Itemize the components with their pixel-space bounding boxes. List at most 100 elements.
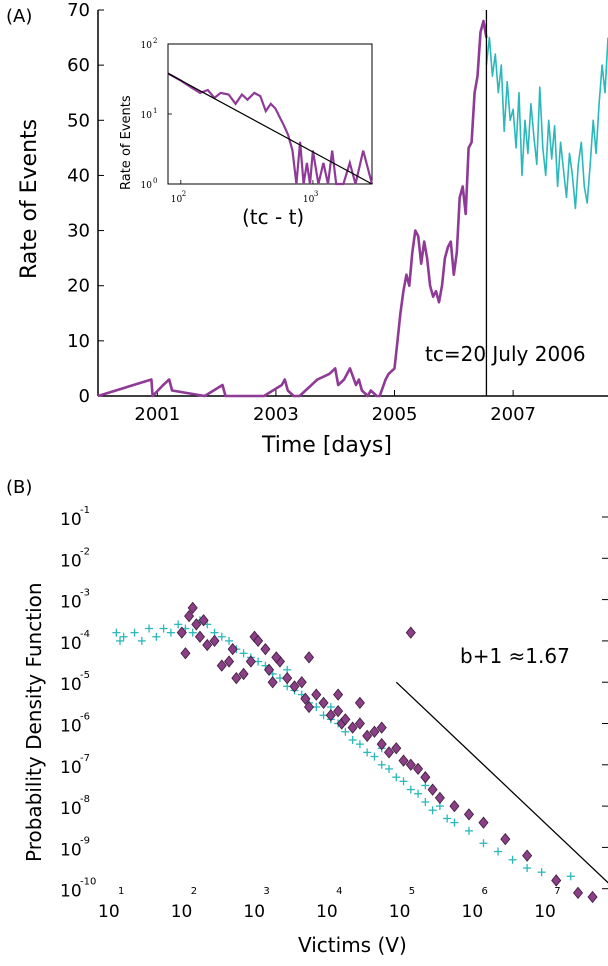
- y-tick-exp: -3: [80, 588, 90, 599]
- y-tick-base: 10: [60, 758, 82, 778]
- cyan-plus-point: [414, 789, 423, 798]
- purple-diamond-point: [333, 688, 344, 701]
- cyan-plus-point: [137, 636, 146, 645]
- cyan-plus-point: [508, 855, 517, 864]
- purple-diamond-point: [413, 762, 424, 776]
- panel-b-label: (B): [6, 477, 32, 498]
- inset-y-tick-base: 10: [141, 111, 153, 121]
- y-tick-exp: -9: [80, 835, 90, 846]
- cyan-plus-point: [188, 628, 197, 637]
- purple-diamond-point: [191, 618, 202, 631]
- cyan-plus-point: [348, 736, 357, 745]
- purple-diamond-point: [449, 799, 460, 813]
- y-tick-exp: -5: [80, 670, 90, 681]
- y-tick-base: 10: [60, 840, 82, 860]
- x-tick-label: 2007: [490, 404, 536, 425]
- purple-diamond-point: [209, 634, 220, 648]
- purple-diamond-point: [587, 890, 598, 904]
- x-tick-base: 10: [462, 902, 484, 922]
- inset-y-title: Rate of Events: [119, 95, 134, 190]
- purple-diamond-point: [231, 671, 242, 685]
- purple-diamond-point: [434, 791, 445, 804]
- cyan-plus-point: [392, 773, 401, 782]
- purple-diamond-point: [478, 816, 489, 829]
- purple-diamond-point: [333, 704, 344, 718]
- cyan-plus-point: [377, 760, 386, 769]
- cyan-plus-point: [421, 797, 430, 806]
- x-tick-base: 10: [534, 902, 556, 922]
- purple-diamond-point: [304, 651, 315, 664]
- y-tick-base: 10: [60, 634, 82, 654]
- purple-diamond-point: [325, 709, 336, 722]
- purple-diamond-point: [224, 655, 235, 668]
- cyan-plus-point: [355, 740, 364, 749]
- purple-diamond-point: [184, 609, 195, 623]
- y-tick-base: 10: [60, 717, 82, 737]
- cyan-plus-point: [166, 628, 175, 637]
- y-tick-exp: -6: [80, 712, 90, 723]
- purple-diamond-point: [383, 746, 395, 759]
- cyan-plus-point: [152, 632, 161, 641]
- purple-diamond-point: [267, 676, 278, 689]
- inset-x-tick-base: 10: [303, 195, 315, 205]
- purple-diamond-point: [187, 601, 198, 614]
- panel-a-label: (A): [6, 6, 32, 27]
- purple-diamond-point: [347, 721, 358, 734]
- cyan-plus-point: [523, 864, 532, 873]
- x-tick-label: 2003: [253, 404, 299, 425]
- purple-diamond-point: [354, 717, 365, 730]
- purple-diamond-point: [296, 676, 307, 689]
- purple-diamond-point: [391, 742, 402, 755]
- cyan-plus-point: [537, 868, 546, 877]
- inset-x-tick-base: 10: [171, 195, 183, 205]
- x-tick-base: 10: [316, 902, 338, 922]
- inset-y-tick-exp: 2: [153, 37, 157, 45]
- panel-a-series: [97, 19, 608, 398]
- inset-y-tick-exp: 1: [153, 107, 157, 115]
- power-law-fit-line: [395, 681, 608, 884]
- y-tick-label: 20: [67, 276, 90, 297]
- x-tick-base: 10: [171, 902, 193, 922]
- inset-y-tick-exp: 0: [153, 177, 157, 185]
- x-tick-exp: 5: [409, 886, 415, 897]
- pre-critical-series-line: [97, 19, 488, 398]
- cyan-plus-point: [479, 839, 488, 848]
- panel-b-points: [112, 601, 598, 904]
- purple-diamond-point: [405, 758, 416, 771]
- y-tick-exp: -2: [80, 546, 90, 557]
- panel-b-x-title: Victims (V): [298, 933, 407, 957]
- cyan-plus-point: [225, 636, 234, 645]
- y-tick-exp: -10: [80, 877, 96, 888]
- cyan-plus-point: [239, 649, 248, 658]
- purple-diamond-point: [405, 626, 416, 639]
- cyan-plus-point: [174, 620, 183, 629]
- purple-diamond-point: [180, 647, 191, 660]
- y-tick-exp: -8: [80, 794, 90, 805]
- cyan-plus-point: [494, 847, 503, 856]
- y-tick-label: 40: [67, 165, 90, 186]
- purple-diamond-point: [369, 725, 380, 738]
- inset-series-line: [167, 72, 374, 186]
- panel-b-y-title: Probability Density Function: [22, 582, 46, 862]
- y-tick-label: 30: [67, 221, 90, 242]
- cyan-plus-point: [145, 624, 154, 633]
- purple-diamond-point: [362, 729, 373, 743]
- cyan-plus-point: [566, 872, 575, 881]
- y-tick-exp: -4: [80, 629, 90, 640]
- purple-diamond-point: [340, 713, 351, 726]
- panel-b-y-ticks: 10-110-210-310-410-510-610-710-810-910-1…: [60, 505, 608, 902]
- panel-a-x-title: Time [days]: [261, 433, 392, 458]
- x-tick-base: 10: [98, 902, 120, 922]
- y-tick-label: 60: [67, 55, 90, 76]
- x-tick-exp: 4: [336, 886, 342, 897]
- cyan-plus-point: [370, 752, 379, 761]
- inset-y-tick-base: 10: [141, 41, 153, 51]
- y-tick-base: 10: [60, 593, 82, 613]
- cyan-plus-point: [159, 624, 168, 633]
- purple-diamond-point: [245, 655, 256, 668]
- cyan-plus-point: [341, 727, 350, 736]
- purple-diamond-point: [572, 886, 584, 899]
